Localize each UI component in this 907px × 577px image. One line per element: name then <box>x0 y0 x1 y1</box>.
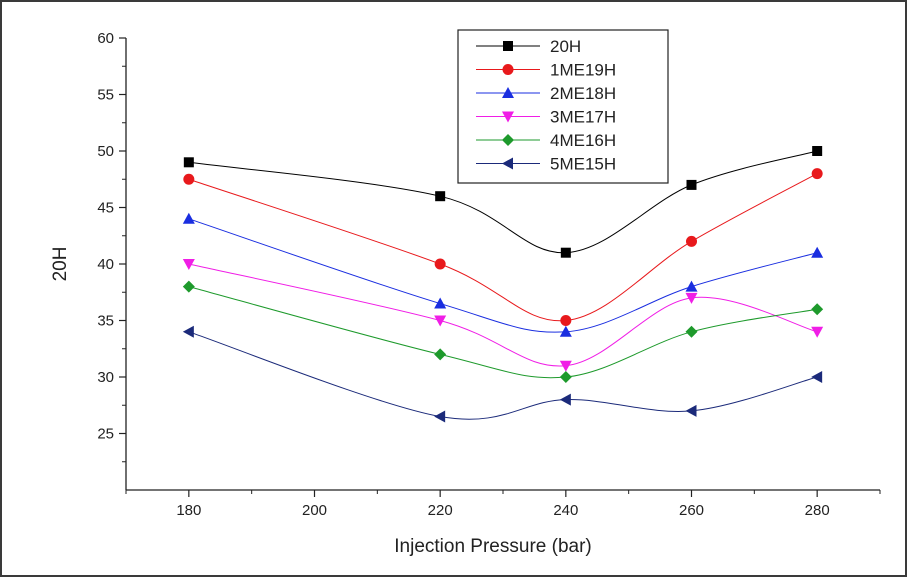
y-tick-label: 45 <box>97 200 114 217</box>
data-point <box>434 258 446 270</box>
legend-box <box>457 29 669 184</box>
x-tick-label: 260 <box>679 502 704 519</box>
series-line <box>188 218 818 333</box>
data-point <box>434 315 447 327</box>
data-point <box>183 157 194 168</box>
data-point <box>434 297 447 309</box>
legend-label: 4ME16H <box>550 131 616 150</box>
y-tick-label: 25 <box>97 426 114 443</box>
legend-label: 2ME18H <box>550 84 616 103</box>
legend-marker <box>502 64 514 75</box>
data-point <box>685 404 697 417</box>
data-point <box>686 179 697 190</box>
series-line <box>188 331 818 420</box>
data-point <box>559 393 571 406</box>
y-tick-label: 50 <box>97 143 114 160</box>
series-line <box>188 173 818 322</box>
data-point <box>811 326 824 338</box>
y-axis-title: 20H <box>50 247 71 282</box>
x-tick-label: 180 <box>176 502 201 519</box>
legend-marker <box>502 134 514 146</box>
data-point <box>685 292 698 304</box>
x-tick-label: 200 <box>302 502 327 519</box>
x-axis-title: Injection Pressure (bar) <box>394 536 591 557</box>
data-point <box>560 247 571 258</box>
data-point <box>811 246 824 258</box>
legend-item: 3ME17H <box>476 108 616 127</box>
legend-marker <box>502 157 513 170</box>
legend-marker <box>503 41 513 51</box>
series-2ME18H <box>182 212 824 337</box>
data-point <box>559 360 572 372</box>
series-line <box>188 150 818 254</box>
legend-label: 1ME19H <box>550 61 616 80</box>
data-point <box>812 146 823 156</box>
legend-label: 20H <box>550 37 581 56</box>
data-point <box>559 371 572 383</box>
data-point <box>435 191 446 202</box>
data-point <box>182 259 195 270</box>
y-tick-label: 40 <box>97 256 114 273</box>
legend: 20H 1ME19H 2ME18H 3ME17H 4ME16H 5ME15H <box>457 29 669 184</box>
legend-item: 2ME18H <box>476 84 616 103</box>
x-tick-label: 240 <box>553 502 578 519</box>
series-line <box>188 286 818 379</box>
y-tick-label: 55 <box>97 87 114 104</box>
data-point <box>559 325 572 337</box>
legend-label: 5ME15H <box>550 155 616 174</box>
legend-item: 5ME15H <box>476 155 616 174</box>
y-tick-label: 60 <box>97 30 114 47</box>
data-point <box>811 371 823 383</box>
data-point <box>685 280 698 292</box>
data-point <box>686 235 697 247</box>
y-tick-label: 35 <box>97 313 114 330</box>
series-1ME19H <box>183 168 823 326</box>
data-point <box>685 325 698 338</box>
x-tick-label: 220 <box>428 502 453 519</box>
legend-marker <box>502 87 514 98</box>
data-point <box>434 410 446 423</box>
axes: 25 30 35 40 45 50 55 60 180 200 220 240 260 280 <box>97 30 881 519</box>
series-line <box>188 263 818 367</box>
series-4ME16H <box>182 280 824 383</box>
legend-item: 1ME19H <box>476 61 616 80</box>
series-layer <box>182 146 824 423</box>
y-tick-label: 30 <box>97 369 114 386</box>
data-point <box>182 280 195 293</box>
x-tick-label: 280 <box>805 502 830 519</box>
data-point <box>434 348 447 361</box>
legend-marker <box>502 111 514 123</box>
legend-item: 4ME16H <box>476 131 616 150</box>
data-point <box>811 303 824 316</box>
data-point <box>560 315 572 326</box>
data-point <box>811 168 823 180</box>
data-point <box>182 325 194 338</box>
series-5ME15H <box>182 325 823 423</box>
data-point <box>182 212 195 224</box>
series-20H <box>183 146 823 258</box>
series-3ME17H <box>182 259 824 372</box>
legend-item: 20H <box>476 37 581 56</box>
legend-label: 3ME17H <box>550 108 616 127</box>
data-point <box>183 173 195 185</box>
